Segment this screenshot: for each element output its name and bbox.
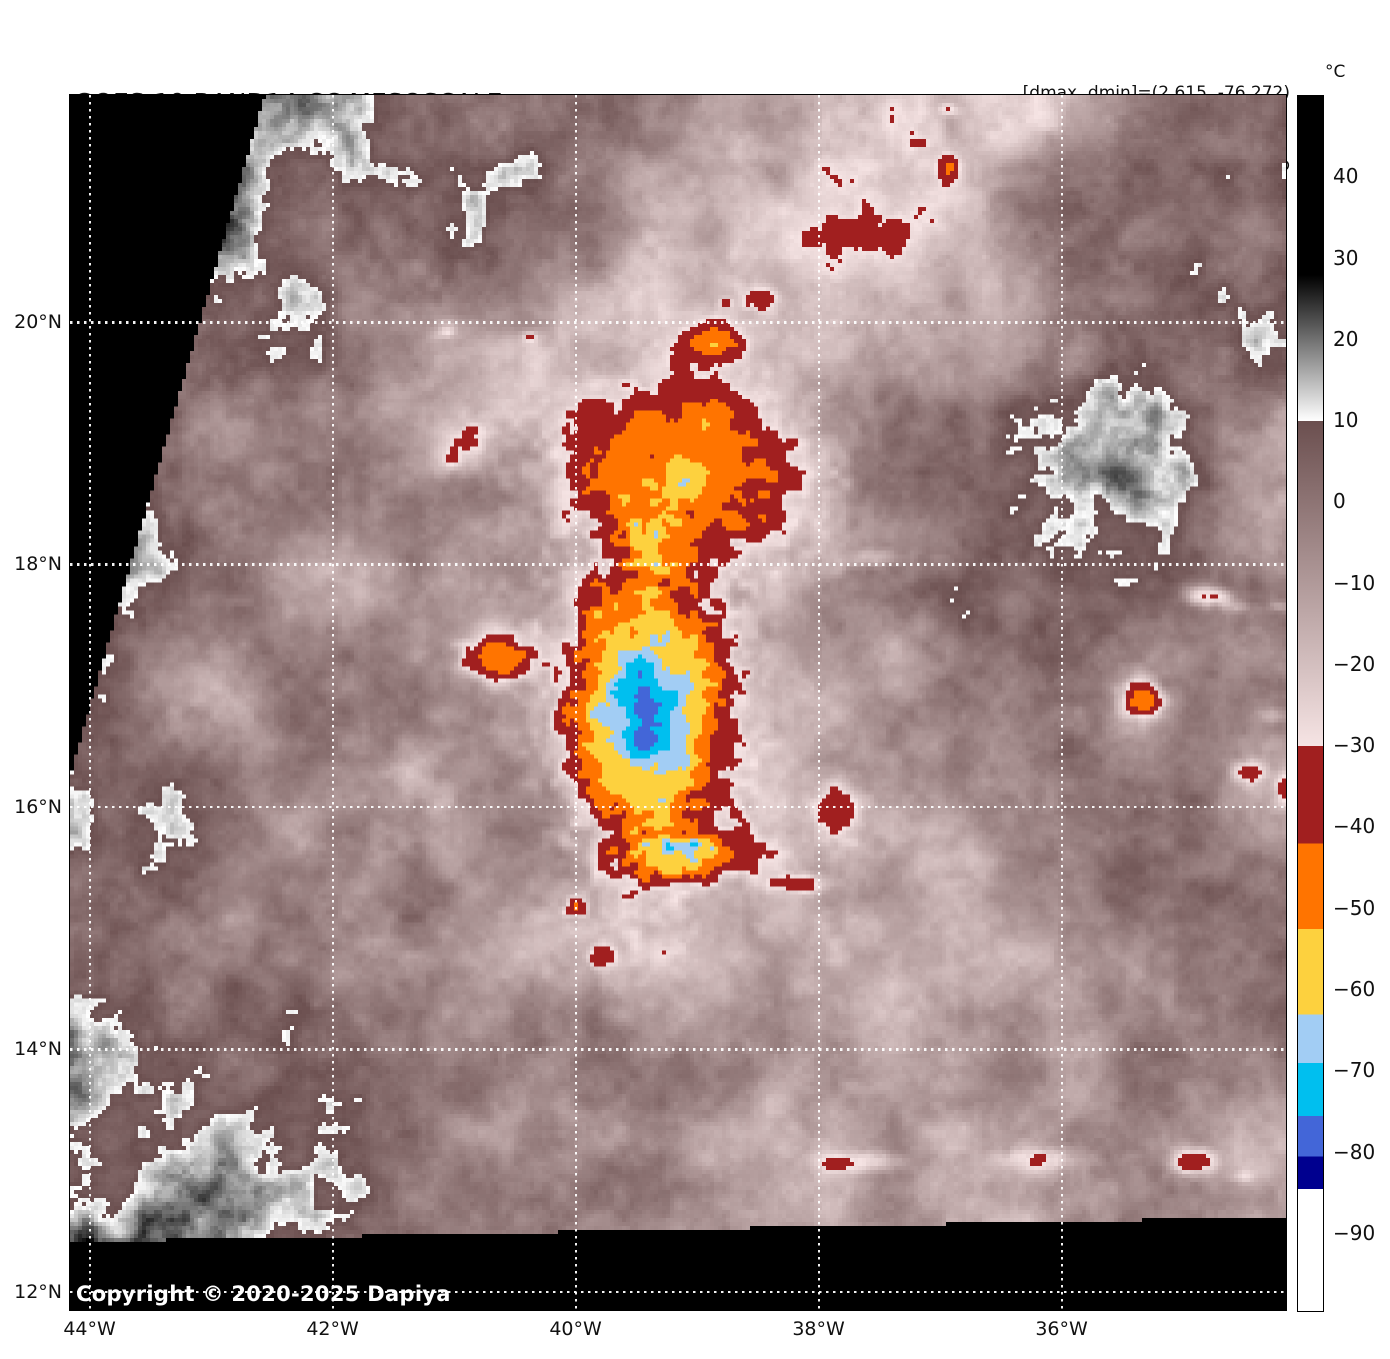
colorbar-tick-40: 40 <box>1333 164 1359 189</box>
colorbar-tick--90: −90 <box>1333 1220 1376 1245</box>
gridline-lon-44 <box>88 95 92 1310</box>
lon-tick-label-44: 44°W <box>63 1318 116 1340</box>
colorbar-tick--10: −10 <box>1333 570 1376 595</box>
colorbar-tick-10: 10 <box>1333 408 1359 433</box>
lon-tick-label-36: 36°W <box>1035 1318 1088 1340</box>
colorbar-tick-0: 0 <box>1333 489 1346 514</box>
copyright-watermark: Copyright © 2020-2025 Dapiya <box>76 1282 451 1306</box>
gridline-lat-14 <box>70 1048 1286 1051</box>
lat-tick-label-18: 18°N <box>14 553 62 576</box>
colorbar-tick--80: −80 <box>1333 1139 1376 1164</box>
colorbar-tick--40: −40 <box>1333 814 1376 839</box>
lat-tick-label-16: 16°N <box>14 795 62 818</box>
gridline-lon-42 <box>331 95 335 1310</box>
gridline-lat-16 <box>70 805 1286 809</box>
colorbar-tick--30: −30 <box>1333 733 1376 758</box>
colorbar-tick--70: −70 <box>1333 1058 1376 1083</box>
colorbar-gradient <box>1298 96 1323 1311</box>
temperature-colorbar <box>1297 95 1324 1312</box>
lat-tick-label-12: 12°N <box>14 1280 62 1303</box>
colorbar-tick-30: 30 <box>1333 245 1359 270</box>
lat-tick-label-14: 14°N <box>14 1038 62 1061</box>
lon-tick-label-38: 38°W <box>792 1318 845 1340</box>
colorbar-unit-label: °C <box>1325 62 1346 82</box>
gridline-lon-36 <box>1060 95 1064 1310</box>
satellite-map: Copyright © 2020-2025 Dapiya <box>69 94 1287 1311</box>
colorbar-tick--20: −20 <box>1333 651 1376 676</box>
gridline-lon-40 <box>574 95 578 1310</box>
gridline-lat-20 <box>70 321 1286 324</box>
colorbar-tick--50: −50 <box>1333 895 1376 920</box>
gridline-lat-18 <box>70 563 1286 566</box>
colorbar-tick--60: −60 <box>1333 976 1376 1001</box>
lon-tick-label-42: 42°W <box>306 1318 359 1340</box>
colorbar-tick-20: 20 <box>1333 326 1359 351</box>
gridline-lat-12 <box>70 1290 1286 1294</box>
lon-tick-label-40: 40°W <box>549 1318 602 1340</box>
satellite-imagery-canvas <box>70 95 1286 1310</box>
gridline-lon-38 <box>817 95 821 1310</box>
lat-tick-label-20: 20°N <box>14 311 62 333</box>
